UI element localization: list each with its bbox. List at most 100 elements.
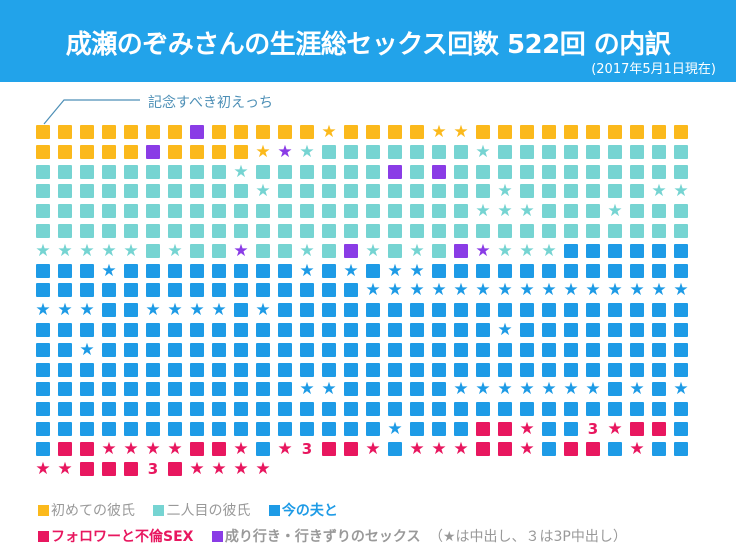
waffle-sq-first-boyfriend	[168, 145, 182, 159]
waffle-sq-casual	[432, 165, 446, 179]
waffle-sq-first-boyfriend	[652, 125, 666, 139]
waffle-star-second-boyfriend: ★	[475, 142, 491, 162]
waffle-star-husband: ★	[629, 379, 645, 399]
legend-note: （★は中出し、３は3P中出し）	[428, 529, 627, 545]
waffle-sq-husband	[168, 343, 182, 357]
waffle-sq-second-boyfriend	[168, 224, 182, 238]
waffle-sq-first-boyfriend	[410, 125, 424, 139]
waffle-star-husband: ★	[431, 280, 447, 300]
waffle-star-casual: ★	[233, 241, 249, 261]
waffle-star-second-boyfriend: ★	[79, 241, 95, 261]
waffle-sq-second-boyfriend	[586, 184, 600, 198]
waffle-sq-husband	[410, 363, 424, 377]
waffle-sq-husband	[630, 343, 644, 357]
waffle-sq-second-boyfriend	[674, 224, 688, 238]
waffle-sq-second-boyfriend	[366, 145, 380, 159]
waffle-sq-husband	[256, 402, 270, 416]
waffle-sq-husband	[212, 402, 226, 416]
waffle-sq-husband	[80, 283, 94, 297]
waffle-sq-first-boyfriend	[476, 125, 490, 139]
waffle-sq-second-boyfriend	[36, 204, 50, 218]
legend-row-2: フォロワーと不倫SEX 成り行き・行きずりのセックス （★は中出し、３は3P中出…	[38, 526, 641, 546]
chart-title: 成瀬のぞみさんの生涯総セックス回数 522回 の内訳	[65, 30, 671, 60]
waffle-sq-second-boyfriend	[80, 165, 94, 179]
waffle-sq-second-boyfriend	[498, 165, 512, 179]
waffle-sq-husband	[256, 363, 270, 377]
waffle-sq-husband	[476, 343, 490, 357]
waffle-sq-husband	[608, 363, 622, 377]
waffle-sq-second-boyfriend	[212, 184, 226, 198]
waffle-sq-husband	[80, 323, 94, 337]
waffle-sq-second-boyfriend	[652, 224, 666, 238]
waffle-sq-husband	[58, 323, 72, 337]
waffle-sq-husband	[278, 323, 292, 337]
waffle-sq-husband	[146, 283, 160, 297]
waffle-sq-husband	[520, 323, 534, 337]
waffle-sq-second-boyfriend	[322, 165, 336, 179]
waffle-sq-husband	[168, 402, 182, 416]
waffle-sq-first-boyfriend	[80, 145, 94, 159]
waffle-star-second-boyfriend: ★	[497, 201, 513, 221]
waffle-sq-husband	[102, 402, 116, 416]
waffle-sq-husband	[146, 264, 160, 278]
waffle-star-husband: ★	[475, 280, 491, 300]
waffle-sq-first-boyfriend	[278, 125, 292, 139]
waffle-star-husband: ★	[541, 280, 557, 300]
waffle-sq-second-boyfriend	[542, 204, 556, 218]
waffle-star-husband: ★	[519, 379, 535, 399]
waffle-sq-affair	[58, 442, 72, 456]
waffle-sq-husband	[234, 402, 248, 416]
waffle-star-husband: ★	[651, 280, 667, 300]
waffle-sq-husband	[498, 303, 512, 317]
waffle-sq-husband	[432, 382, 446, 396]
waffle-sq-second-boyfriend	[278, 224, 292, 238]
waffle-sq-husband	[58, 422, 72, 436]
waffle-sq-second-boyfriend	[652, 204, 666, 218]
waffle-sq-second-boyfriend	[300, 165, 314, 179]
waffle-sq-husband	[58, 402, 72, 416]
waffle-star-affair: ★	[519, 419, 535, 439]
waffle-sq-husband	[432, 343, 446, 357]
waffle-star-affair: ★	[233, 439, 249, 459]
waffle-sq-husband	[564, 343, 578, 357]
waffle-sq-husband	[674, 422, 688, 436]
waffle-sq-husband	[146, 363, 160, 377]
waffle-sq-second-boyfriend	[520, 145, 534, 159]
waffle-sq-husband	[630, 363, 644, 377]
waffle-sq-second-boyfriend	[542, 184, 556, 198]
waffle-sq-first-boyfriend	[564, 125, 578, 139]
waffle-sq-husband	[608, 244, 622, 258]
waffle-sq-first-boyfriend	[498, 125, 512, 139]
waffle-sq-second-boyfriend	[168, 184, 182, 198]
waffle-star-second-boyfriend: ★	[35, 241, 51, 261]
waffle-sq-husband	[344, 363, 358, 377]
waffle-sq-husband	[454, 402, 468, 416]
waffle-sq-husband	[102, 283, 116, 297]
waffle-sq-first-boyfriend	[608, 125, 622, 139]
waffle-star-husband: ★	[387, 280, 403, 300]
waffle-sq-husband	[234, 382, 248, 396]
waffle-sq-first-boyfriend	[190, 145, 204, 159]
waffle-sq-second-boyfriend	[542, 224, 556, 238]
waffle-sq-husband	[168, 382, 182, 396]
legend-item-affair: フォロワーと不倫SEX	[38, 529, 193, 545]
waffle-star-second-boyfriend: ★	[57, 241, 73, 261]
waffle-sq-husband	[366, 402, 380, 416]
waffle-sq-second-boyfriend	[146, 184, 160, 198]
waffle-sq-second-boyfriend	[520, 224, 534, 238]
waffle-sq-husband	[278, 264, 292, 278]
waffle-star-husband: ★	[321, 379, 337, 399]
waffle-sq-second-boyfriend	[322, 244, 336, 258]
waffle-sq-second-boyfriend	[344, 184, 358, 198]
waffle-sq-second-boyfriend	[36, 184, 50, 198]
waffle-sq-husband	[432, 264, 446, 278]
waffle-sq-affair	[168, 462, 182, 476]
legend-label: 初めての彼氏	[51, 503, 135, 519]
waffle-sq-second-boyfriend	[454, 224, 468, 238]
waffle-sq-husband	[454, 422, 468, 436]
waffle-sq-husband	[454, 264, 468, 278]
waffle-star-first-boyfriend: ★	[431, 122, 447, 142]
waffle-star-affair: ★	[233, 459, 249, 479]
